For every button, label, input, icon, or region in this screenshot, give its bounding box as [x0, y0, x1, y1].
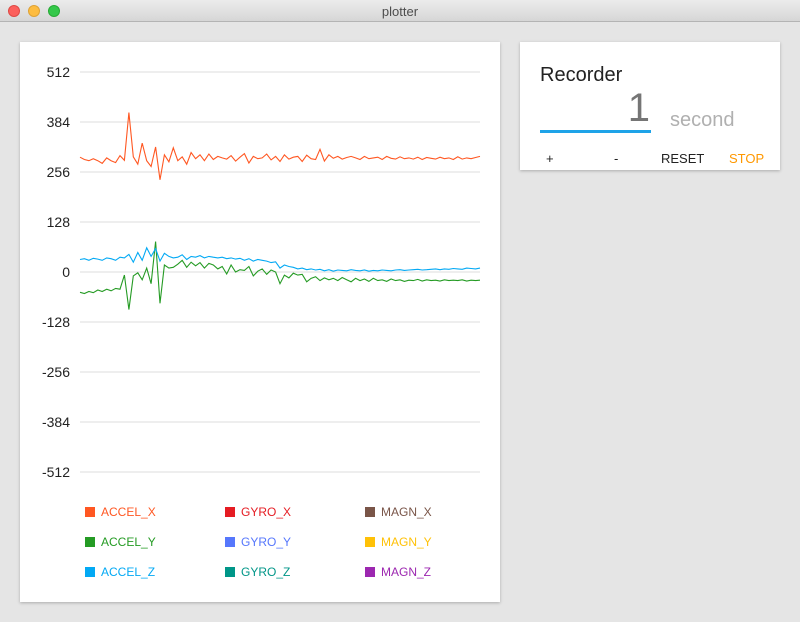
legend-swatch	[365, 507, 375, 517]
y-tick-label: 512	[47, 64, 71, 80]
legend-swatch	[85, 507, 95, 517]
legend-label: MAGN_X	[381, 505, 432, 519]
recorder-title: Recorder	[540, 64, 623, 86]
legend-label: ACCEL_Y	[101, 535, 156, 549]
legend-swatch	[85, 567, 95, 577]
minimize-window-icon[interactable]	[28, 5, 40, 17]
window-title: plotter	[381, 4, 419, 19]
legend-label: MAGN_Z	[381, 565, 432, 579]
series-line-accel-y	[79, 241, 481, 310]
recorder-card: Recorder 1 second + - RESET STOP	[520, 42, 780, 170]
legend-swatch	[225, 537, 235, 547]
y-tick-label: -512	[42, 464, 70, 480]
legend-swatch	[365, 567, 375, 577]
y-tick-label: 256	[47, 164, 71, 180]
series-line-accel-x	[79, 112, 481, 180]
close-window-icon[interactable]	[8, 5, 20, 17]
plot-card: 512 384 256 128 0 -128 -256 -384 -512 ACCEL_X GYR…	[20, 42, 500, 602]
increment-button[interactable]: +	[546, 151, 554, 166]
title-bar: plotter	[0, 0, 800, 22]
y-tick-label: 0	[62, 264, 70, 280]
legend-swatch	[225, 507, 235, 517]
decrement-button[interactable]: -	[614, 151, 619, 166]
reset-button[interactable]: RESET	[661, 151, 705, 166]
series-line-accel-z	[79, 246, 481, 272]
duration-underline	[540, 130, 651, 133]
legend-label: ACCEL_X	[101, 505, 156, 519]
duration-unit: second	[670, 109, 735, 131]
duration-value[interactable]: 1	[627, 86, 650, 130]
sensor-line-chart: 512 384 256 128 0 -128 -256 -384 -512	[42, 64, 481, 480]
y-tick-label: -256	[42, 364, 70, 380]
legend-swatch	[85, 537, 95, 547]
legend-label: GYRO_X	[241, 505, 292, 519]
y-tick-label: -128	[42, 314, 70, 330]
y-tick-label: 384	[47, 114, 71, 130]
legend-label: ACCEL_Z	[101, 565, 156, 579]
legend-label: MAGN_Y	[381, 535, 432, 549]
maximize-window-icon[interactable]	[48, 5, 60, 17]
legend-label: GYRO_Z	[241, 565, 291, 579]
y-tick-label: 128	[47, 214, 71, 230]
stop-button[interactable]: STOP	[729, 151, 765, 166]
legend-swatch	[365, 537, 375, 547]
legend-swatch	[225, 567, 235, 577]
legend-label: GYRO_Y	[241, 535, 292, 549]
y-tick-label: -384	[42, 414, 70, 430]
